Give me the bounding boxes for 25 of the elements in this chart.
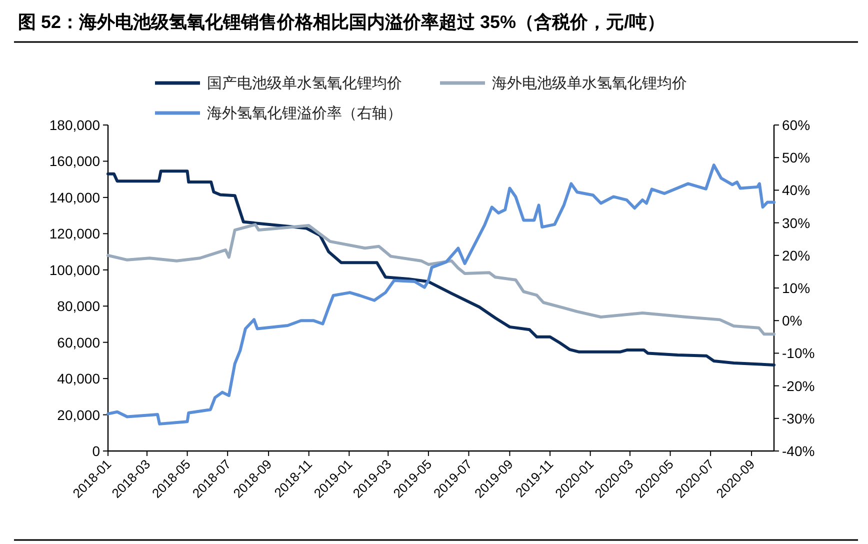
y2-tick-label: 50% [782, 150, 810, 166]
y2-tick-label: 30% [782, 214, 810, 231]
chart-title: 图 52：海外电池级氢氧化锂销售价格相比国内溢价率超过 35%（含税价，元/吨） [18, 12, 666, 32]
y2-tick-label: -10% [782, 345, 815, 362]
y-tick-label: 140,000 [49, 189, 100, 206]
y-tick-label: 60,000 [57, 334, 100, 350]
y2-tick-label: -40% [782, 443, 815, 459]
y-tick-label: 180,000 [49, 117, 100, 133]
y-tick-label: 80,000 [57, 298, 100, 314]
y2-tick-label: 60% [782, 117, 810, 133]
y2-tick-label: -20% [782, 378, 815, 394]
y-tick-label: 0 [92, 443, 100, 459]
legend-label: 国产电池级单水氢氧化锂均价 [207, 75, 402, 92]
legend-label: 海外氢氧化锂溢价率（右轴） [207, 105, 402, 122]
y-tick-label: 160,000 [49, 153, 100, 170]
y2-tick-label: 20% [782, 247, 810, 264]
y-tick-label: 100,000 [49, 262, 100, 278]
y2-tick-label: 0% [782, 312, 802, 329]
y-tick-label: 40,000 [57, 370, 100, 387]
y-tick-label: 20,000 [57, 406, 100, 423]
y2-tick-label: 10% [782, 280, 810, 296]
y2-tick-label: -30% [782, 410, 815, 426]
legend-label: 海外电池级单水氢氧化锂均价 [492, 75, 687, 92]
y-tick-label: 120,000 [49, 226, 100, 242]
y2-tick-label: 40% [782, 182, 810, 198]
